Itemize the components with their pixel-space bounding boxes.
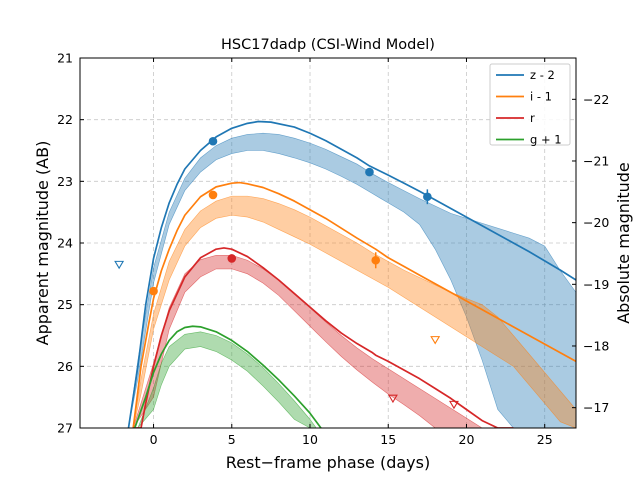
y2-tick-label: −22: [583, 92, 609, 107]
y2-axis-label: Absolute magnitude: [614, 162, 633, 324]
y-tick-label: 21: [57, 51, 73, 66]
x-tick-label: 25: [537, 432, 553, 447]
model-line-z-2: [127, 120, 576, 428]
band-r: [132, 255, 498, 428]
upper-limit-r: [448, 400, 459, 410]
y-tick-label: 24: [57, 236, 73, 251]
y-axis-label: Apparent magnitude (AB): [33, 141, 52, 346]
data-point-i-1: [371, 255, 381, 265]
y2-tick-label: −18: [583, 338, 609, 353]
legend: z - 2 i - 1 r g + 1: [489, 63, 571, 147]
band-g-1: [137, 331, 317, 428]
x-tick-label: 0: [150, 432, 158, 447]
y2-tick-label: −17: [583, 400, 609, 415]
legend-box: [489, 63, 571, 146]
axis-ticks: 0 5 10 15 20 25 21 22 23 24 25 26 27 −17 −18 −19 −20 −21 −…: [57, 51, 609, 448]
upper-limit-i-1: [430, 336, 441, 345]
y2-tick-label: −19: [583, 277, 609, 292]
model-curves: [127, 120, 576, 428]
x-tick-label: 10: [302, 432, 318, 447]
x-tick-label: 5: [228, 432, 236, 447]
legend-label-i-1: i - 1: [530, 90, 552, 104]
model-line-i-1: [132, 181, 576, 428]
data-point-r: [227, 254, 237, 263]
data-point-z-2: [208, 136, 218, 146]
uncertainty-bands: [128, 132, 576, 428]
y2-tick-label: −21: [583, 153, 609, 168]
chart-title: HSC17dadp (CSI-Wind Model): [221, 37, 435, 53]
y-tick-label: 25: [57, 297, 73, 312]
x-tick-label: 20: [459, 432, 475, 447]
x-tick-label: 15: [380, 432, 396, 447]
y2-tick-label: −20: [583, 215, 609, 230]
upper-limit-r: [387, 394, 398, 404]
upper-limit-z-2: [114, 260, 125, 270]
legend-label-g-1: g + 1: [530, 133, 562, 147]
data-point-i-1: [208, 190, 218, 200]
y-tick-label: 26: [57, 359, 73, 374]
data-point-z-2: [365, 167, 374, 177]
legend-label-r: r: [530, 111, 535, 125]
data-point-z-2: [423, 192, 432, 202]
model-line-r: [133, 247, 514, 428]
observations: [114, 136, 459, 410]
model-line-g-1: [133, 325, 322, 428]
y-tick-label: 22: [57, 112, 73, 127]
data-point-i-1: [149, 286, 158, 296]
band-z-2: [128, 132, 576, 428]
legend-label-z-2: z - 2: [530, 68, 555, 82]
x-axis-label: Rest−frame phase (days): [226, 453, 430, 472]
y-tick-label: 27: [57, 421, 73, 436]
y-tick-label: 23: [57, 174, 73, 189]
